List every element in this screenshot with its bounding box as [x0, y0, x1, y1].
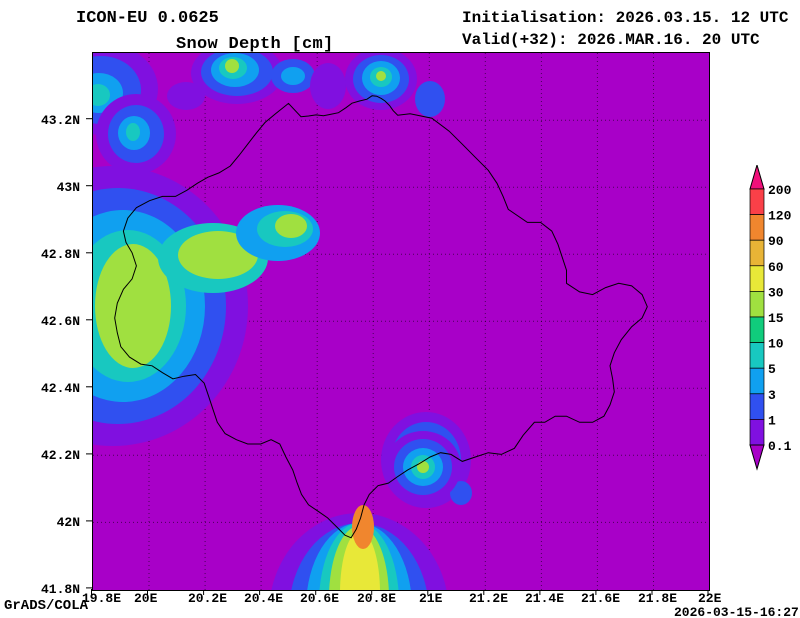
svg-text:0.1: 0.1 — [768, 439, 792, 454]
svg-text:120: 120 — [768, 209, 792, 224]
svg-text:30: 30 — [768, 285, 784, 300]
svg-text:90: 90 — [768, 234, 784, 249]
svg-text:5: 5 — [768, 362, 776, 377]
svg-text:200: 200 — [768, 183, 792, 198]
svg-text:60: 60 — [768, 260, 784, 275]
svg-text:3: 3 — [768, 388, 776, 403]
svg-text:15: 15 — [768, 311, 784, 326]
svg-text:1: 1 — [768, 413, 776, 428]
svg-text:10: 10 — [768, 337, 784, 352]
